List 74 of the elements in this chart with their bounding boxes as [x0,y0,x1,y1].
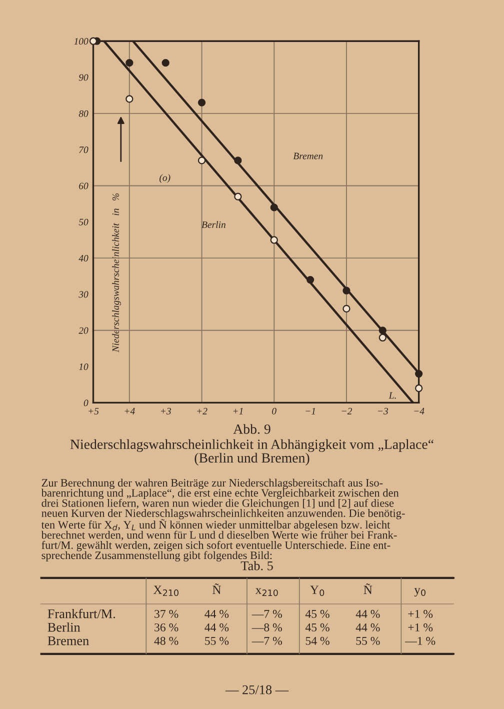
text: —8 % [252,623,282,632]
annotation: (o) [160,174,170,183]
y-tick-label: 30 [78,291,88,298]
y-tick-label: 40 [78,254,88,262]
text: 44 % [204,610,229,618]
x-tick-label: −3 [378,408,388,414]
point [198,98,206,106]
x-tick-label: −1 [306,408,315,414]
y-tick-label: 50 [78,218,88,226]
category-label: y$_{0}$ [414,588,426,597]
annotation: Berlin [202,221,226,228]
point [378,326,386,334]
text: — 25/18 — [225,685,289,694]
y-tick-label: 90 [78,74,88,81]
category-label: Berlin [48,622,80,632]
x-tick-label: −4 [414,408,424,414]
text: 48 % [154,636,178,645]
text: Abb. 9 [233,424,270,434]
category-label: Bremen [48,636,89,646]
text: Niederschlagswahrscheinlichkeit in Abhängigkeit vom „Laplace“ (Berlin und Bremen) [70,439,434,466]
text: Tab. 5 [240,560,273,570]
text: 55 % [356,636,380,645]
annotation: Bremen [293,152,323,160]
text: +1 % [408,610,433,618]
text: +1 % [408,623,433,632]
x-tick-label: +2 [197,408,208,414]
point [415,384,423,392]
y-tick-label: 70 [79,146,88,154]
y-axis-title: Niederschlagswahrscheinlichkeit in % [112,193,121,352]
point [415,370,423,378]
point [270,236,278,244]
y-tick-label: 20 [78,327,88,334]
x-tick-label: +5 [88,408,99,414]
y-tick-label: 100 [74,38,88,45]
text: 44 % [204,623,229,632]
point [378,334,386,342]
text: 45 % [305,610,330,618]
text: 44 % [356,610,380,618]
text: 36 % [154,623,178,632]
category-label: X$_{210}$ [153,586,178,596]
category-label: Ñ [212,584,221,594]
text: 55 % [205,636,229,645]
y-tick-label: 0 [84,400,88,406]
category-label: Y$_{0}$ [310,586,324,596]
point [126,59,134,67]
text: Zur Berechnung der wahren Beiträge zur Niederschlagsbereitschaft aus Iso- barenrichtung und „Laplace“, die erst eine echte Vergleichbarkeit zwischen den drei Stationen liefern, waren nun wieder die Gleichungen [1] und [2] auf diese neuen Kurven der Niederschlagswahrscheinlichkeiten anzuwenden. Die benötig- ten Werte für X$_{d}$, Y$_{L}$ und Ñ können wieder unmittelbar abgelesen bzw. leicht berechnet werden, und wenn für L und d dieselben Werte wie früher bei Frank- furt/M. gewählt werden, zeigen sich sofort eventuelle Unterschiede. Eine ent- sprechende Zusammenstellung gibt folgendes Bild: [41,478,405,562]
text: —1 % [405,636,436,645]
x-tick-label: +1 [233,408,243,414]
x-axis-title: L. [388,392,396,399]
point [234,156,242,164]
category-label: x$_{210}$ [255,588,278,596]
x-tick-label: −2 [342,408,352,414]
text: —7 % [252,636,282,645]
text: 54 % [306,636,330,645]
x-tick-label: +3 [160,408,171,414]
text: 37 % [154,610,178,618]
x-tick-label: 0 [272,408,276,414]
text: 44 % [356,623,380,632]
point [198,156,206,164]
point [342,304,350,313]
y-tick-label: 80 [78,110,88,117]
point [306,276,314,284]
text: 45 % [305,623,330,632]
point [126,95,134,103]
point [162,59,170,67]
y-tick-label: 60 [79,182,88,190]
point [342,286,350,294]
text: —7 % [252,610,282,618]
point [270,204,278,212]
y-tick-label: 10 [79,363,88,370]
point [234,192,242,200]
category-label: Frankfurt/M. [48,608,116,618]
category-label: Ñ [364,584,372,594]
x-tick-label: +4 [124,408,135,414]
